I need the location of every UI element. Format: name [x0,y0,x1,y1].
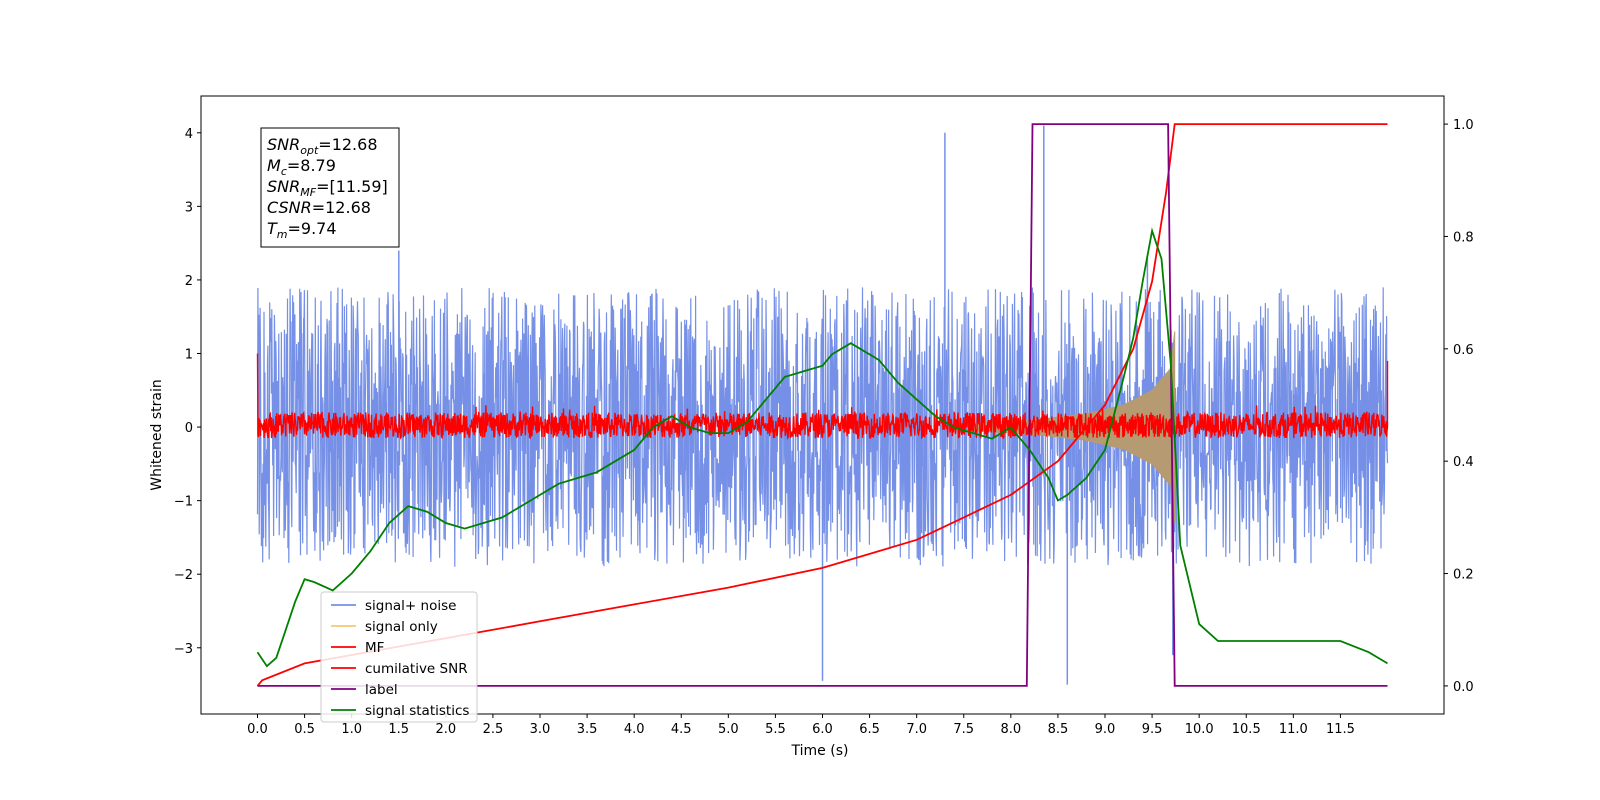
y-tick-label: −2 [174,568,193,583]
x-tick-label: 1.0 [341,722,362,737]
y-tick-label: −1 [174,495,193,510]
y-tick-label: 3 [185,200,193,215]
y2-tick-label: 0.2 [1453,568,1474,583]
x-tick-label: 1.5 [388,722,409,737]
y-tick-label: 2 [185,274,193,289]
x-tick-label: 5.5 [765,722,786,737]
x-tick-label: 10.0 [1185,722,1214,737]
legend: signal+ noise signal only MF cumilative SNR… [320,591,478,723]
y2-tick-label: 1.0 [1453,118,1474,133]
annotation-line: SNRopt=12.68 [267,135,378,157]
x-axis: 0.0 0.5 1.0 1.5 2.0 2.5 3.0 3.5 4.0 4.5 5.0 5.5 6.0 6… [247,714,1355,737]
x-tick-label: 7.0 [906,722,927,737]
x-tick-label: 3.0 [530,722,551,737]
legend-item-label: signal statistics [365,703,469,719]
x-tick-label: 4.5 [671,722,692,737]
legend-item-label: signal+ noise [365,598,456,614]
x-tick-label: 7.5 [953,722,974,737]
annotation-line: Tm=9.74 [267,219,337,241]
x-tick-label: 10.5 [1232,722,1261,737]
y2-tick-label: 0.8 [1453,230,1474,245]
legend-item-label: signal only [365,619,438,635]
x-tick-label: 3.5 [577,722,598,737]
x-tick-label: 4.0 [624,722,645,737]
y2-tick-label: 0.4 [1453,455,1474,470]
y-tick-label: −3 [174,642,193,657]
y-tick-label: 4 [185,127,193,142]
legend-frame [320,591,478,723]
annotation-line: CSNR=12.68 [267,198,371,217]
x-tick-label: 6.0 [812,722,833,737]
x-tick-label: 9.0 [1095,722,1116,737]
series-signal-noise-peaks [398,125,1174,685]
x-tick-label: 9.5 [1142,722,1163,737]
x-tick-label: 0.5 [294,722,315,737]
legend-item-label: cumilative SNR [365,661,468,677]
annotation-box: SNRopt=12.68Mc=8.79SNRMF=[11.59]CSNR=12.… [260,127,400,248]
x-tick-label: 2.0 [435,722,456,737]
y-tick-label: 0 [185,421,193,436]
y-axis-label: Whitened strain [149,379,165,490]
x-tick-label: 8.0 [1000,722,1021,737]
x-tick-label: 6.5 [859,722,880,737]
annotation-line: Mc=8.79 [267,156,336,178]
y2-tick-label: 0.0 [1453,680,1474,695]
y-tick-label: 1 [185,348,193,363]
x-axis-label: Time (s) [791,743,849,759]
series-signal-statistics-line [256,227,1388,668]
x-tick-label: 5.0 [718,722,739,737]
series-label-line [257,123,1388,687]
y-axis-right: 0.0 0.2 0.4 0.6 0.8 1.0 [1444,118,1474,695]
y2-tick-label: 0.6 [1453,343,1474,358]
x-tick-label: 0.0 [247,722,268,737]
x-tick-label: 11.5 [1326,722,1355,737]
series-mf-line [256,353,1389,440]
x-tick-label: 2.5 [483,722,504,737]
y-axis-left: −3 −2 −1 0 1 2 3 4 [174,127,201,657]
annotation-line: SNRMF=[11.59] [267,177,388,199]
x-tick-label: 8.5 [1048,722,1069,737]
x-tick-label: 11.0 [1279,722,1308,737]
legend-item-label: label [365,682,398,698]
annotation-frame [260,127,400,248]
legend-item-label: MF [365,640,384,656]
